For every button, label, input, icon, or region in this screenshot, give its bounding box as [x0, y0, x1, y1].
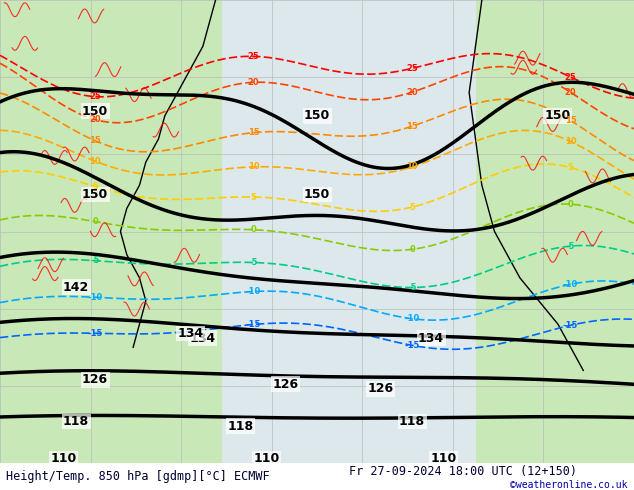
Text: -10: -10 [404, 314, 420, 323]
Text: 5: 5 [567, 163, 574, 172]
Text: -10: -10 [563, 280, 578, 289]
Text: 134: 134 [177, 327, 204, 340]
Text: 126: 126 [367, 383, 394, 395]
Text: 10: 10 [248, 162, 259, 171]
Text: 10: 10 [406, 162, 418, 171]
Text: 20: 20 [565, 88, 576, 97]
Text: 126: 126 [272, 378, 299, 391]
Text: Height/Temp. 850 hPa [gdmp][°C] ECMWF: Height/Temp. 850 hPa [gdmp][°C] ECMWF [6, 470, 270, 483]
Text: 0: 0 [567, 200, 574, 209]
Text: 150: 150 [304, 109, 330, 122]
Polygon shape [476, 0, 634, 463]
Text: -5: -5 [566, 242, 575, 250]
Text: 0: 0 [92, 217, 98, 226]
Text: -15: -15 [87, 329, 103, 338]
Text: 5: 5 [250, 193, 257, 201]
Text: 15: 15 [406, 122, 418, 131]
Text: -10: -10 [87, 293, 103, 302]
Text: -15: -15 [246, 320, 261, 329]
Text: ©weatheronline.co.uk: ©weatheronline.co.uk [510, 480, 628, 490]
Text: 20: 20 [406, 88, 418, 97]
Text: 25: 25 [89, 92, 101, 101]
Text: 118: 118 [399, 415, 425, 428]
Text: -10: -10 [246, 287, 261, 296]
Text: 5: 5 [409, 202, 415, 212]
Text: 110: 110 [253, 452, 280, 465]
Text: 126: 126 [82, 373, 108, 386]
Text: 142: 142 [63, 281, 89, 294]
Text: 25: 25 [248, 52, 259, 61]
Text: Fr 27-09-2024 18:00 UTC (12+150): Fr 27-09-2024 18:00 UTC (12+150) [349, 465, 577, 478]
Text: -15: -15 [563, 321, 578, 330]
Text: 20: 20 [89, 115, 101, 124]
Text: 0: 0 [409, 245, 415, 254]
Text: -5: -5 [408, 283, 417, 292]
Text: 150: 150 [304, 188, 330, 201]
Text: -15: -15 [404, 341, 420, 350]
Text: 110: 110 [430, 452, 457, 465]
Text: 134: 134 [418, 332, 444, 344]
Text: 15: 15 [565, 116, 576, 125]
Text: -5: -5 [249, 258, 258, 267]
Text: 25: 25 [565, 73, 576, 81]
Polygon shape [0, 0, 222, 463]
Text: 118: 118 [228, 419, 254, 433]
Text: 118: 118 [63, 415, 89, 428]
Polygon shape [222, 0, 476, 463]
Text: 10: 10 [89, 157, 101, 166]
Text: 110: 110 [50, 452, 77, 465]
Text: 15: 15 [89, 136, 101, 145]
Text: 150: 150 [82, 188, 108, 201]
Text: -5: -5 [91, 256, 100, 265]
Text: 15: 15 [248, 128, 259, 137]
Text: 134: 134 [190, 332, 216, 344]
Text: 150: 150 [545, 109, 571, 122]
Text: 150: 150 [82, 105, 108, 118]
Text: 25: 25 [406, 64, 418, 73]
Text: 20: 20 [248, 78, 259, 87]
Text: 5: 5 [92, 182, 98, 191]
Text: 0: 0 [250, 225, 257, 234]
Text: 10: 10 [565, 137, 576, 146]
